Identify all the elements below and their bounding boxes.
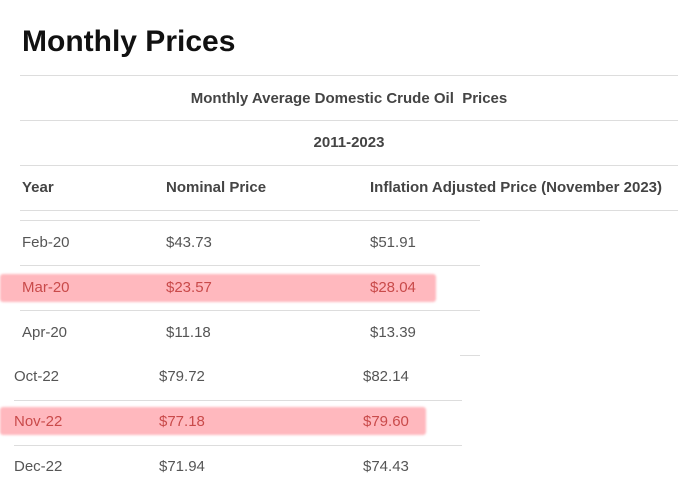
table-caption: Monthly Average Domestic Crude Oil Price… [190, 90, 508, 107]
rule [20, 220, 480, 221]
cell: $43.73 [166, 234, 212, 251]
highlight [0, 274, 436, 302]
cell: $79.60 [363, 413, 409, 430]
cell: $51.91 [370, 234, 416, 251]
rule [14, 400, 462, 401]
highlight [0, 407, 426, 435]
column-header: Nominal Price [166, 179, 267, 196]
table-period: 2011-2023 [313, 134, 385, 151]
cell: $77.18 [159, 413, 205, 430]
cell: $23.57 [166, 279, 212, 296]
rule [20, 310, 480, 311]
rule [460, 355, 480, 356]
cell: $13.39 [370, 324, 416, 341]
cell: Feb-20 [22, 234, 70, 251]
cell: $11.18 [166, 324, 211, 341]
cell: $28.04 [370, 279, 416, 296]
cell: Dec-22 [14, 458, 63, 475]
cell: $74.43 [363, 458, 409, 475]
cell: Oct-22 [14, 368, 60, 385]
cell: $82.14 [363, 368, 409, 385]
column-header: Year [22, 179, 54, 196]
cell: Apr-20 [22, 324, 68, 341]
rule [14, 445, 462, 446]
page-title: Monthly Prices [22, 25, 236, 58]
column-header: Inflation Adjusted Price (November 2023) [370, 179, 663, 196]
rule [20, 265, 480, 266]
rule [20, 120, 678, 121]
cell: $71.94 [159, 458, 205, 475]
rule [20, 165, 678, 166]
cell: Nov-22 [14, 413, 63, 430]
rule [20, 210, 678, 211]
cell: Mar-20 [22, 279, 70, 296]
rule [20, 75, 678, 76]
cell: $79.72 [159, 368, 205, 385]
